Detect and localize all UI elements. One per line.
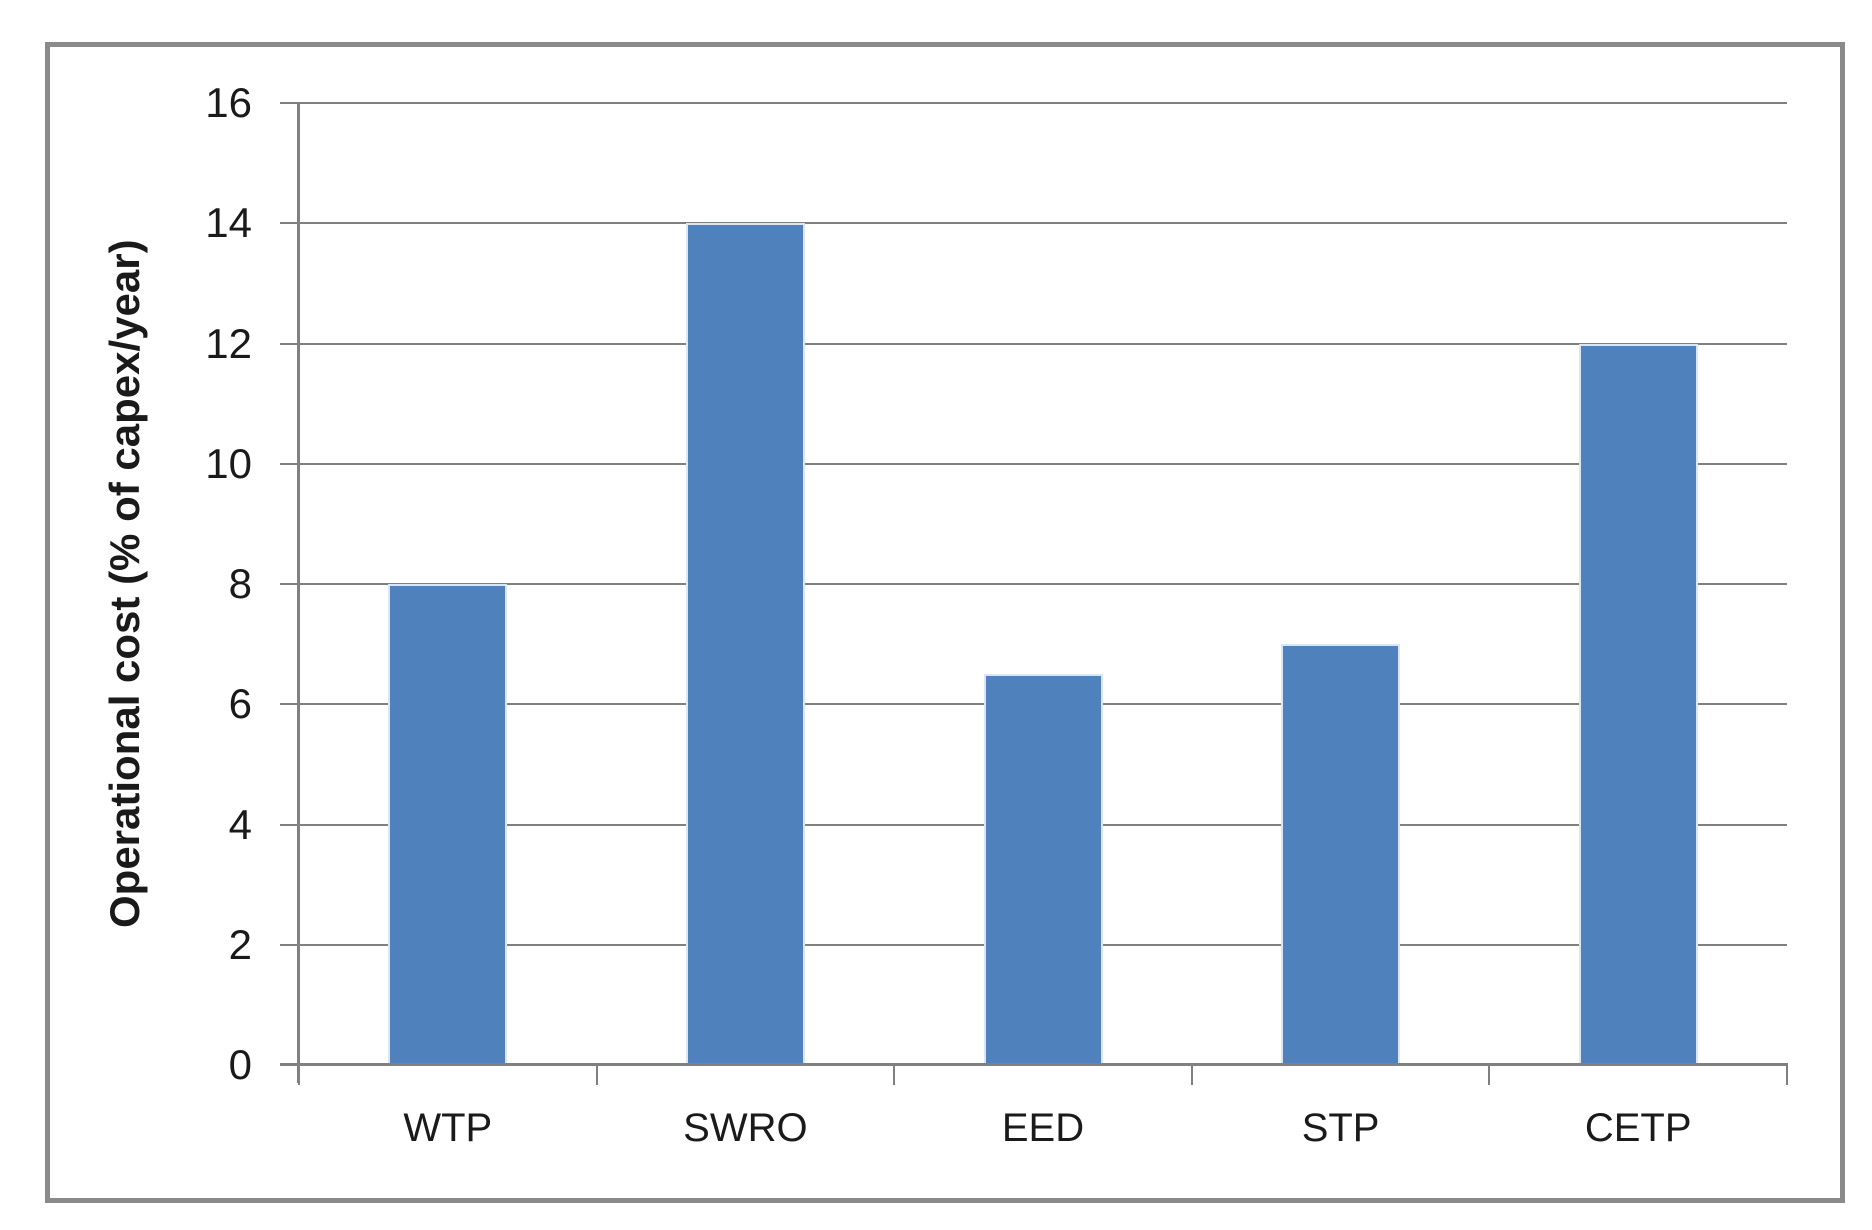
x-tick-label-stp: STP	[1301, 1106, 1380, 1150]
y-tick-mark-12	[280, 342, 299, 345]
y-tick-mark-6	[280, 703, 299, 706]
x-axis-line	[280, 1063, 1788, 1066]
x-tick-label-cetp: CETP	[1584, 1106, 1692, 1150]
x-tick-mark-5	[1786, 1066, 1788, 1085]
plot-area	[299, 102, 1787, 1065]
x-tick-mark-3	[1190, 1066, 1193, 1085]
y-tick-label-0: 0	[228, 1041, 252, 1088]
bar-stp	[1281, 644, 1401, 1065]
bar-cetp	[1578, 343, 1698, 1065]
y-tick-mark-2	[280, 943, 299, 946]
x-tick-mark-4	[1488, 1066, 1491, 1085]
bar-eed	[983, 674, 1103, 1065]
y-tick-mark-10	[280, 462, 299, 465]
bar-swro	[685, 223, 805, 1065]
gridline-14	[299, 222, 1787, 225]
x-tick-mark-1	[595, 1066, 598, 1085]
y-tick-mark-8	[280, 583, 299, 585]
y-tick-label-8: 8	[228, 560, 252, 607]
x-tick-label-wtp: WTP	[403, 1106, 493, 1150]
gridline-8	[299, 583, 1787, 585]
gridline-12	[299, 342, 1787, 345]
y-tick-label-4: 4	[228, 800, 252, 848]
x-tick-label-swro: SWRO	[683, 1106, 808, 1150]
y-tick-label-6: 6	[228, 680, 252, 728]
y-tick-mark-14	[280, 222, 299, 225]
x-tick-mark-0	[298, 1066, 300, 1085]
y-axis-line	[297, 103, 300, 1083]
bar-wtp	[388, 584, 508, 1065]
x-tick-mark-2	[893, 1066, 896, 1085]
y-tick-mark-4	[280, 823, 299, 826]
y-tick-label-10: 10	[205, 439, 252, 487]
gridline-16	[299, 102, 1787, 104]
y-tick-label-14: 14	[205, 199, 252, 247]
y-tick-label-2: 2	[228, 920, 252, 968]
y-tick-label-12: 12	[205, 319, 252, 367]
gridline-10	[299, 462, 1787, 465]
y-tick-label-16: 16	[205, 79, 252, 126]
x-tick-label-eed: EED	[1001, 1106, 1085, 1150]
y-tick-mark-16	[280, 102, 299, 104]
